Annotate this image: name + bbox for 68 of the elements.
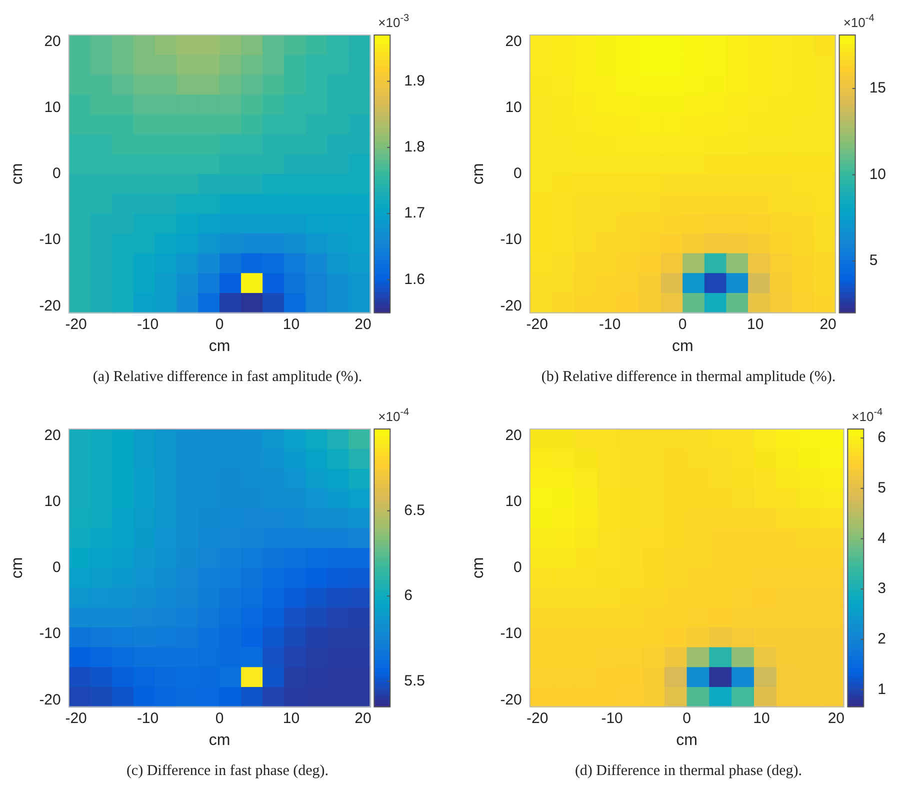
color-bar-label: 6.5: [404, 502, 426, 519]
color-bar-label: 1.7: [404, 204, 426, 222]
color-bar-label: 1.8: [404, 138, 426, 156]
y-tick-label: 20: [505, 32, 522, 50]
x-tick-label: -10: [136, 710, 159, 727]
y-tick-label: 0: [514, 559, 522, 576]
x-tick-label: -10: [599, 316, 621, 333]
y-tick-label: 10: [505, 492, 522, 510]
color-bar-label: 10: [869, 166, 886, 183]
color-bar-label: 1.9: [404, 72, 426, 90]
y-axis-title: cm: [9, 163, 26, 185]
x-tick-label: -10: [601, 710, 623, 727]
x-tick-label: 0: [215, 710, 224, 727]
y-tick-label: 20: [44, 426, 61, 444]
x-axis-title: cm: [672, 338, 694, 355]
color-bar-label: 5: [869, 252, 878, 270]
y-tick-label: 20: [505, 426, 522, 444]
x-axis-title: cm: [676, 732, 698, 749]
x-tick-label: 10: [746, 316, 764, 333]
color-bar-label: 1: [878, 680, 886, 698]
text: (b) Relative difference in thermal amplitude (%).: [541, 368, 836, 385]
y-tick-label: 10: [44, 98, 61, 116]
x-tick-label: 20: [820, 316, 836, 333]
color-bar-label: 5.5: [404, 672, 426, 690]
y-tick-label: 10: [505, 98, 522, 116]
x-tick-label: -10: [136, 316, 159, 333]
color-bar-label: 1.6: [404, 270, 426, 288]
x-tick-label: -20: [65, 710, 87, 727]
y-tick-label: 0: [52, 559, 61, 576]
x-axis-title: cm: [208, 338, 230, 355]
x-tick-label: 0: [682, 710, 691, 727]
y-tick-label: -20: [39, 691, 61, 708]
x-tick-label: 10: [753, 710, 770, 727]
x-tick-label: 10: [282, 316, 300, 333]
color-bar-label: 3: [878, 580, 886, 598]
y-tick-label: -10: [500, 231, 522, 248]
color-bar-label: 6: [404, 587, 412, 604]
x-tick-label: 20: [354, 710, 372, 727]
y-axis-title: cm: [470, 557, 488, 579]
y-tick-label: 0: [514, 165, 522, 182]
color-bar-label: 2: [878, 630, 886, 648]
y-tick-label: -20: [500, 691, 522, 708]
x-tick-label: 0: [215, 316, 224, 333]
y-tick-label: 10: [44, 492, 61, 510]
color-bar-label: 5: [878, 480, 886, 497]
y-tick-label: -10: [39, 625, 61, 642]
x-tick-label: 20: [828, 710, 845, 727]
color-bar-label: 4: [878, 530, 886, 547]
color-bar-label: 15: [869, 80, 886, 97]
y-axis-title: cm: [9, 557, 26, 579]
y-tick-label: -20: [500, 297, 522, 314]
y-tick-label: 20: [44, 32, 61, 50]
x-tick-label: 0: [678, 316, 687, 333]
y-tick-label: -10: [39, 231, 61, 248]
y-tick-label: -10: [500, 625, 522, 642]
text: (d) Difference in thermal phase (deg).: [574, 762, 802, 779]
y-axis-title: cm: [470, 163, 488, 185]
y-tick-label: -20: [39, 297, 61, 314]
x-tick-label: -20: [526, 316, 548, 333]
text: (a) Relative difference in fast amplitude (%).: [92, 368, 362, 385]
text: (c) Difference in fast phase (deg).: [126, 762, 329, 779]
x-tick-label: -20: [65, 316, 87, 333]
x-tick-label: 10: [282, 710, 300, 727]
color-bar-label: 6: [878, 429, 886, 446]
x-tick-label: -20: [526, 710, 548, 727]
y-tick-label: 0: [52, 165, 61, 182]
x-tick-label: 20: [354, 316, 372, 333]
x-axis-title: cm: [208, 732, 230, 749]
